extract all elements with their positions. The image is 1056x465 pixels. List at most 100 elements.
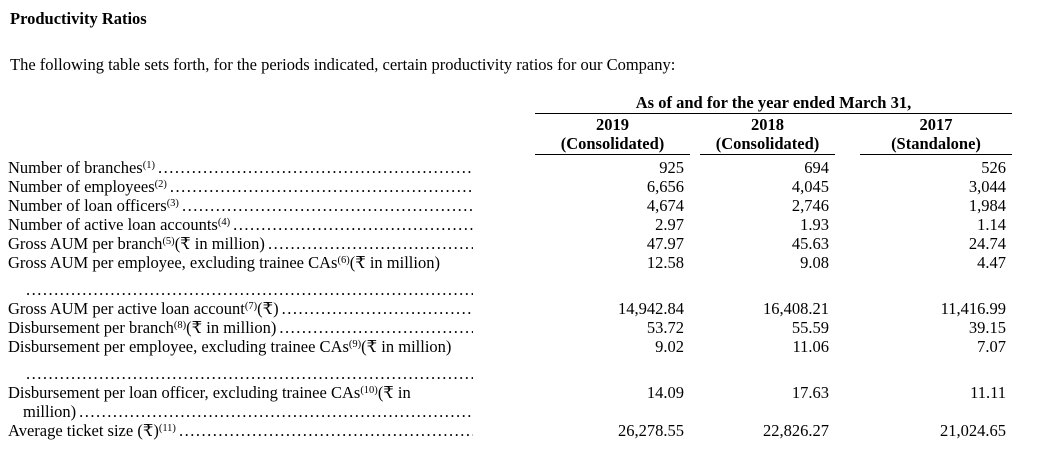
value-cell: 526	[981, 158, 1006, 177]
value-cell: 2.97	[655, 215, 684, 234]
value-cell: 17.63	[791, 383, 829, 402]
value-cell: 1,984	[968, 196, 1006, 215]
row-label-text: Number of loan officers	[8, 196, 167, 215]
value-cell: 53.72	[646, 318, 684, 337]
row-label-text: Gross AUM per employee, excluding traine…	[8, 253, 338, 272]
column-basis: (Consolidated)	[560, 134, 665, 153]
value-cell: 4.47	[977, 253, 1006, 272]
value-cell: 39.15	[968, 318, 1006, 337]
value-cell: 9.08	[800, 253, 829, 272]
table-row: Gross AUM per active loan account (7) (₹)…	[8, 299, 1056, 318]
dot-leader	[268, 234, 473, 253]
row-label: Number of loan officers (3)	[8, 196, 527, 215]
row-label: Disbursement per employee, excluding tra…	[8, 337, 452, 356]
table-row: Gross AUM per employee, excluding traine…	[8, 253, 1056, 272]
value-cell: 1.93	[800, 215, 829, 234]
row-label-suffix: (₹ in million)	[361, 337, 452, 356]
value-cell: 47.97	[646, 234, 684, 253]
dot-leader	[233, 215, 473, 234]
row-label-suffix: (₹)	[257, 299, 279, 318]
table-column-headers: 2019 (Consolidated) 2018 (Consolidated) …	[8, 114, 1056, 155]
row-label: Number of branches (1)	[8, 158, 527, 177]
dot-leader	[282, 299, 473, 318]
value-cell: 14,942.84	[618, 299, 684, 318]
dot-leader	[26, 280, 473, 299]
dot-leader	[279, 318, 473, 337]
row-label: Number of active loan accounts (4)	[8, 215, 527, 234]
dot-leader	[170, 177, 473, 196]
row-label-text: Number of employees	[8, 177, 155, 196]
table-row: Disbursement per employee, excluding tra…	[8, 337, 1056, 356]
table-row: Disbursement per loan officer, excluding…	[8, 383, 1056, 402]
document-page: Productivity Ratios The following table …	[0, 0, 1056, 440]
value-cell: 26,278.55	[618, 421, 684, 440]
table-row: Number of branches(1) 925 694 526	[8, 158, 1056, 177]
value-cell: 55.59	[791, 318, 829, 337]
table-row-continuation	[8, 280, 1056, 299]
row-label-suffix: (₹ in million)	[186, 318, 277, 337]
productivity-ratios-table: As of and for the year ended March 31, 2…	[8, 94, 1056, 440]
value-cell: 24.74	[968, 234, 1006, 253]
column-basis: (Standalone)	[891, 134, 981, 153]
value-cell: 11,416.99	[940, 299, 1006, 318]
row-label-continuation	[8, 364, 527, 383]
value-cell: 16,408.21	[763, 299, 829, 318]
dot-leader	[79, 402, 473, 421]
value-cell: 1.14	[977, 215, 1006, 234]
value-cell: 2,746	[791, 196, 829, 215]
column-year: 2018	[751, 115, 784, 134]
value-cell: 12.58	[646, 253, 684, 272]
table-row: Disbursement per branch (8) (₹ in million…	[8, 318, 1056, 337]
row-label-text: Number of active loan accounts	[8, 215, 218, 234]
value-cell: 3,044	[968, 177, 1006, 196]
row-label-suffix: (₹ in million)	[174, 234, 265, 253]
row-label-text: Number of branches	[8, 158, 143, 177]
row-label-continuation: million)	[8, 402, 527, 421]
value-cell: 6,656	[646, 177, 684, 196]
table-row-continuation: million)	[8, 402, 1056, 421]
dot-leader	[26, 364, 473, 383]
table-row: Average ticket size (₹)(11) 26,278.55 22,…	[8, 421, 1056, 440]
row-label-suffix: (₹ in million)	[349, 253, 440, 272]
column-header-2019: 2019 (Consolidated)	[535, 114, 690, 155]
row-label: Gross AUM per branch (5) (₹ in million)	[8, 234, 527, 253]
value-cell: 9.02	[655, 337, 684, 356]
value-cell: 11.11	[970, 383, 1006, 402]
column-header-2018: 2018 (Consolidated)	[700, 114, 835, 155]
row-label: Number of employees (2)	[8, 177, 527, 196]
value-cell: 925	[659, 158, 684, 177]
dot-leader	[158, 158, 473, 177]
table-row: Number of employees(2) 6,656 4,045 3,044	[8, 177, 1056, 196]
row-label: Gross AUM per active loan account (7) (₹)	[8, 299, 527, 318]
column-year: 2019	[596, 115, 629, 134]
row-label-text: Gross AUM per branch	[8, 234, 163, 253]
row-label-text: Average ticket size (₹)	[8, 421, 159, 440]
table-row: Number of active loan accounts(4) 2.97 1.9…	[8, 215, 1056, 234]
value-cell: 22,826.27	[763, 421, 829, 440]
table-row: Number of loan officers(3) 4,674 2,746 1,98…	[8, 196, 1056, 215]
table-row: Gross AUM per branch(5) (₹ in million) 47…	[8, 234, 1056, 253]
column-basis: (Consolidated)	[715, 134, 820, 153]
value-cell: 4,045	[791, 177, 829, 196]
row-label-text: Disbursement per employee, excluding tra…	[8, 337, 349, 356]
intro-paragraph: The following table sets forth, for the …	[10, 55, 676, 74]
row-label-suffix: (₹ in	[377, 383, 411, 402]
page-title: Productivity Ratios	[10, 9, 147, 28]
row-label-text: Gross AUM per active loan account	[8, 299, 245, 318]
value-cell: 4,674	[646, 196, 684, 215]
row-label-text: Disbursement per branch	[8, 318, 174, 337]
row-label-text: Disbursement per loan officer, excluding…	[8, 383, 361, 402]
dot-leader	[182, 196, 473, 215]
column-header-2017: 2017 (Standalone)	[860, 114, 1012, 155]
value-cell: 7.07	[977, 337, 1006, 356]
row-label: Gross AUM per employee, excluding traine…	[8, 253, 440, 272]
row-label: Disbursement per branch (8) (₹ in million…	[8, 318, 527, 337]
row-label: Disbursement per loan officer, excluding…	[8, 383, 411, 402]
table-period-header: As of and for the year ended March 31,	[535, 94, 1012, 114]
row-label-continuation	[8, 280, 527, 299]
value-cell: 14.09	[646, 383, 684, 402]
dot-leader	[179, 421, 473, 440]
table-row-continuation	[8, 364, 1056, 383]
row-label-text: million)	[23, 402, 77, 421]
